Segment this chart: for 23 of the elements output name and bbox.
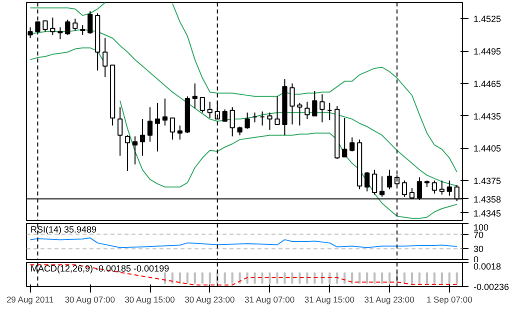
x-tick-label: 30 Aug 07:00 [64, 294, 116, 304]
y-tick-label: 1.4495 [474, 46, 502, 57]
x-tick-label: 31 Aug 07:00 [244, 294, 295, 304]
ref-line-label: 1.4358 [474, 194, 502, 204]
y-tick-label: 1.4435 [474, 111, 502, 122]
x-tick-label: 30 Aug 23:00 [184, 294, 235, 304]
y-tick-label: 100 [474, 222, 489, 232]
chart-title: MACD(12,26,9) -0.00185 -0.00199 [30, 264, 170, 274]
y-tick-label: 70 [474, 230, 484, 240]
x-tick-label: 30 Aug 15:00 [124, 294, 176, 304]
y-tick-label: 1.4345 [474, 208, 502, 218]
y-tick-label: 1.4465 [474, 78, 502, 89]
y-tick-label: 1.4405 [474, 144, 502, 154]
chart-title: RSI(14) 35.9489 [30, 224, 97, 234]
x-tick-label: 1 Sep 07:00 [426, 294, 473, 304]
y-tick-label: 30 [474, 244, 484, 254]
x-tick-label: 31 Aug 23:00 [364, 294, 415, 304]
x-tick-label: 29 Aug 2011 [6, 294, 54, 304]
y-tick-label: 1.4375 [474, 176, 502, 186]
y-tick-label: 1.4525 [474, 14, 502, 24]
y-tick-label: 0.0018 [474, 262, 502, 272]
x-tick-label: 31 Aug 15:00 [304, 294, 355, 304]
y-tick-label: -0.00236 [474, 282, 510, 292]
